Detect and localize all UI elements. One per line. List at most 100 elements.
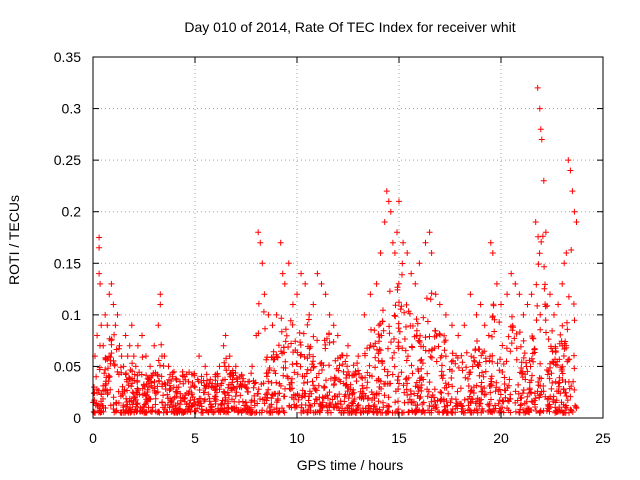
data-point-noise bbox=[140, 404, 146, 410]
data-point-noise bbox=[276, 380, 283, 387]
data-point-noise bbox=[300, 380, 307, 386]
data-point-noise bbox=[480, 373, 487, 380]
data-point bbox=[534, 84, 541, 91]
data-point-noise bbox=[389, 371, 396, 378]
data-point bbox=[334, 332, 341, 339]
data-point-noise bbox=[437, 389, 444, 395]
data-point-noise bbox=[447, 399, 454, 406]
data-point-noise bbox=[522, 376, 529, 383]
data-point-noise bbox=[359, 393, 366, 400]
data-point-noise bbox=[497, 356, 503, 363]
data-point-noise bbox=[558, 364, 564, 371]
axis-ticks: 0 5 10 15 20 25 0 0.05 0.1 0.15 0.2 0.25 0.3 0.35 bbox=[54, 49, 611, 446]
data-point-noise bbox=[164, 391, 171, 398]
data-point bbox=[96, 234, 103, 241]
data-point-noise bbox=[218, 380, 225, 387]
data-point-noise bbox=[517, 402, 524, 409]
data-point-noise bbox=[414, 392, 421, 399]
data-point-noise bbox=[313, 374, 320, 381]
data-point-noise bbox=[139, 385, 146, 392]
data-point bbox=[422, 239, 429, 246]
data-point-noise bbox=[552, 378, 559, 385]
data-point-noise bbox=[545, 403, 552, 410]
data-point-noise bbox=[144, 397, 151, 404]
data-point-noise bbox=[518, 359, 525, 366]
data-point-noise bbox=[545, 336, 552, 343]
data-point-noise bbox=[441, 332, 448, 339]
data-point-noise bbox=[119, 392, 126, 398]
chart-title: Day 010 of 2014, Rate Of TEC Index for r… bbox=[184, 19, 515, 35]
data-point bbox=[157, 301, 164, 308]
data-point-noise bbox=[495, 400, 502, 407]
data-point-noise bbox=[434, 408, 441, 415]
data-point-noise bbox=[376, 322, 382, 329]
data-point-noise bbox=[548, 345, 555, 352]
data-point-noise bbox=[508, 340, 515, 347]
data-point-noise bbox=[373, 390, 380, 397]
data-point-noise bbox=[542, 317, 549, 324]
data-point-noise bbox=[400, 409, 407, 416]
data-point-noise bbox=[91, 409, 98, 416]
data-point bbox=[196, 353, 203, 360]
data-point-noise bbox=[535, 233, 542, 240]
data-point-noise bbox=[297, 342, 304, 348]
data-point-noise bbox=[455, 364, 462, 371]
data-point-noise bbox=[478, 379, 485, 386]
data-point-noise bbox=[196, 387, 203, 393]
data-point-noise bbox=[419, 408, 426, 415]
data-point-noise bbox=[278, 328, 285, 335]
data-point-noise bbox=[453, 400, 460, 407]
data-point-noise bbox=[507, 391, 514, 398]
data-point-noise bbox=[338, 409, 344, 416]
data-point bbox=[116, 342, 123, 349]
data-point-noise bbox=[273, 408, 280, 415]
data-point-noise bbox=[513, 330, 520, 337]
data-point-noise bbox=[487, 381, 494, 388]
data-point-noise bbox=[306, 345, 313, 352]
data-point-noise bbox=[155, 357, 162, 364]
data-point-noise bbox=[316, 409, 323, 416]
data-point-noise bbox=[420, 399, 427, 406]
data-point bbox=[318, 280, 325, 287]
data-point-noise bbox=[243, 408, 249, 415]
data-point-noise bbox=[129, 368, 136, 375]
data-point bbox=[538, 136, 545, 143]
data-point-noise bbox=[439, 362, 445, 369]
data-point-noise bbox=[152, 395, 159, 402]
data-point-noise bbox=[415, 384, 422, 391]
data-point-noise bbox=[441, 339, 448, 345]
data-point-noise bbox=[519, 368, 526, 375]
data-point-noise bbox=[207, 401, 214, 408]
data-point-noise bbox=[479, 369, 485, 376]
data-point bbox=[569, 188, 576, 195]
data-point-noise bbox=[559, 377, 566, 383]
data-point-noise bbox=[266, 403, 273, 410]
data-point-noise bbox=[486, 357, 493, 364]
data-point-noise bbox=[366, 408, 373, 414]
data-point-noise bbox=[346, 372, 353, 379]
data-point-noise bbox=[527, 363, 534, 370]
data-point-noise bbox=[540, 407, 547, 414]
data-point bbox=[212, 373, 219, 380]
data-point bbox=[128, 322, 135, 329]
data-point-noise bbox=[457, 385, 464, 392]
data-point-noise bbox=[282, 365, 289, 371]
data-point-noise bbox=[370, 343, 377, 350]
data-point-noise bbox=[218, 401, 225, 408]
data-point-noise bbox=[304, 366, 311, 373]
data-point-noise bbox=[330, 338, 337, 345]
data-point bbox=[216, 363, 223, 370]
data-point-noise bbox=[403, 323, 409, 330]
data-point-noise bbox=[351, 371, 358, 378]
data-point-noise bbox=[385, 403, 392, 410]
data-point-noise bbox=[105, 374, 112, 381]
data-point-noise bbox=[265, 378, 272, 385]
data-point bbox=[330, 322, 337, 329]
data-point-noise bbox=[309, 378, 316, 385]
data-point-noise bbox=[385, 394, 392, 401]
data-point bbox=[493, 280, 500, 287]
data-point-noise bbox=[431, 386, 438, 393]
data-point-noise bbox=[102, 366, 109, 373]
data-point-noise bbox=[173, 376, 180, 383]
